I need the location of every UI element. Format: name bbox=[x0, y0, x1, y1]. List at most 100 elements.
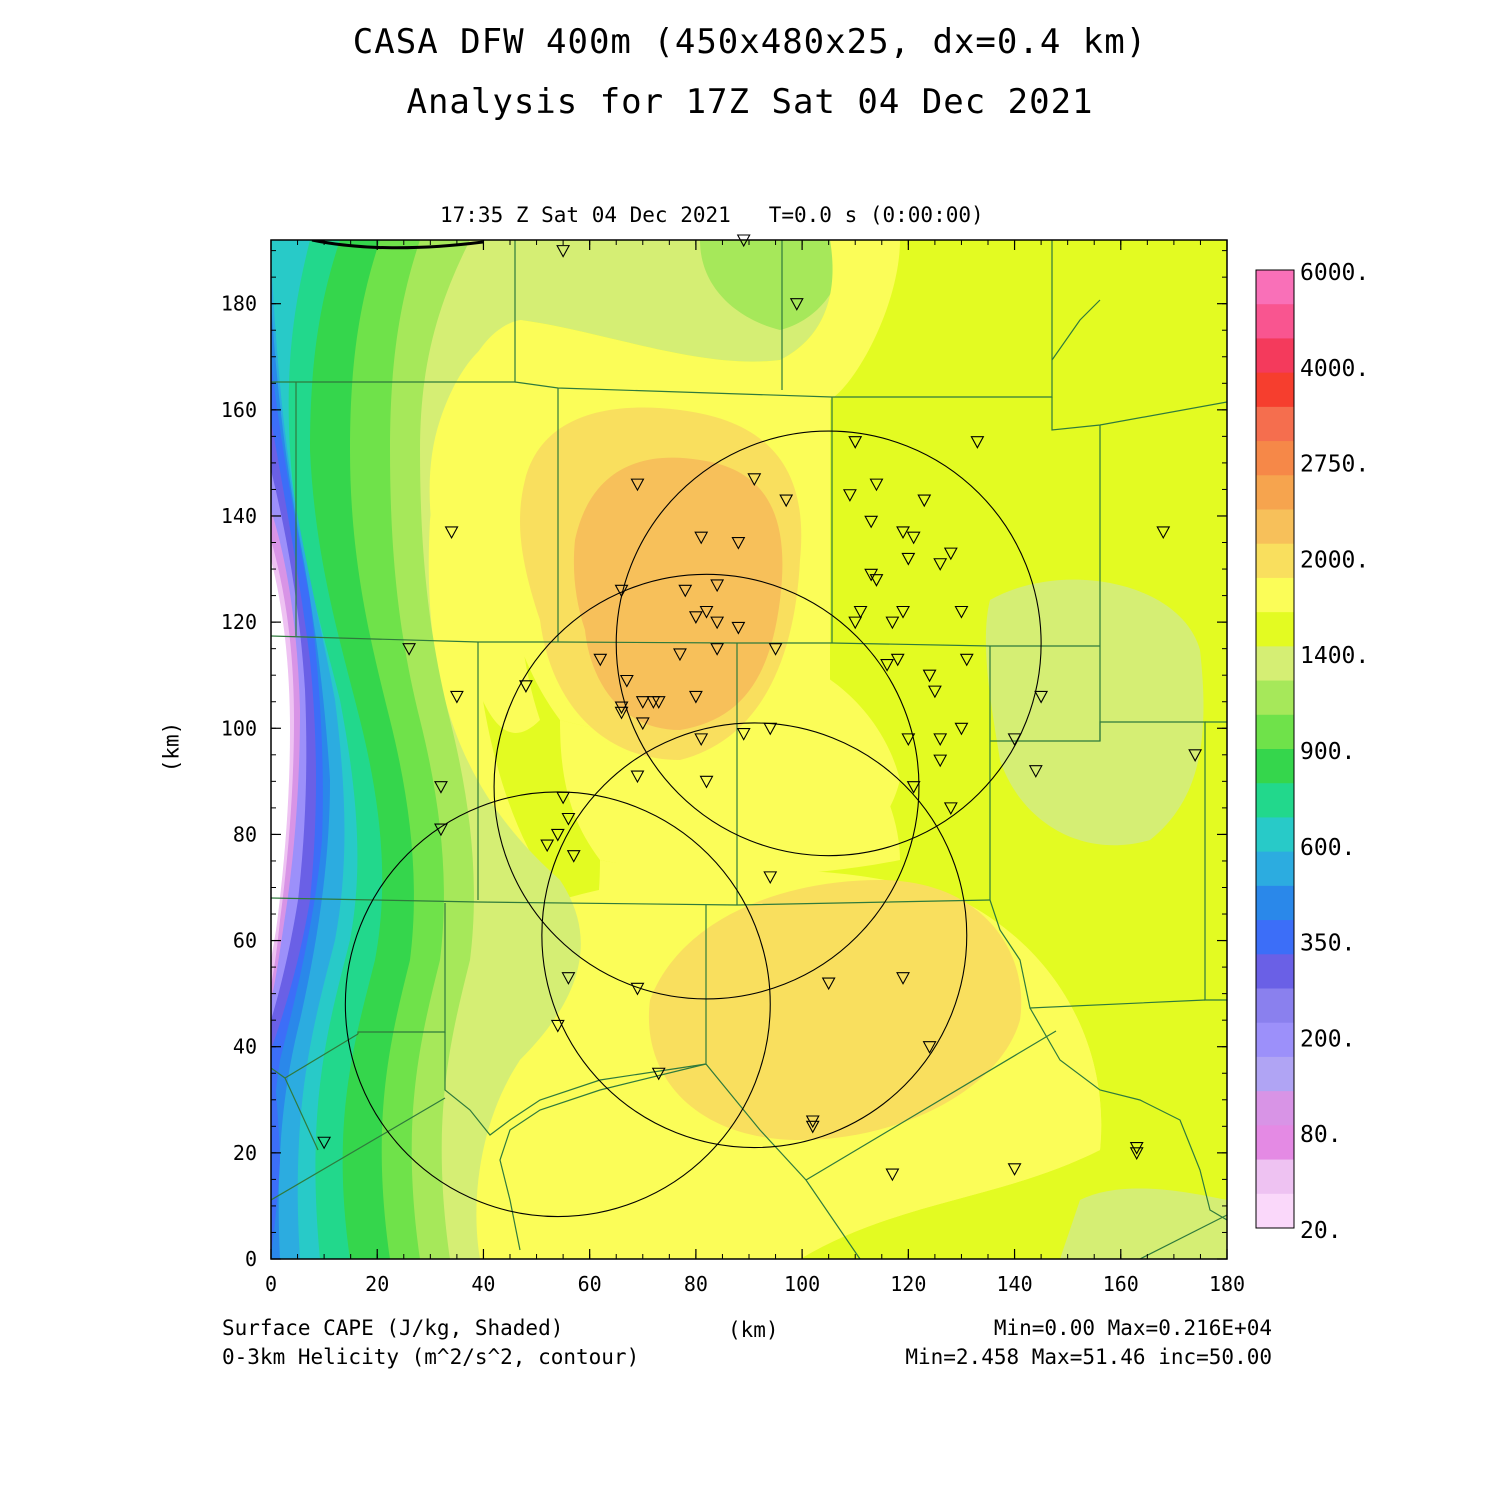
station-marker bbox=[1028, 765, 1043, 778]
radar-range-ring bbox=[541, 722, 968, 1149]
station-marker bbox=[954, 722, 969, 736]
x-tick-label: 160 bbox=[1103, 1272, 1139, 1296]
legend-field2: 0-3km Helicity (m^2/s^2, contour) bbox=[222, 1345, 640, 1369]
station-marker bbox=[954, 605, 969, 619]
colorbar-label: 200. bbox=[1300, 1026, 1355, 1052]
station-marker bbox=[556, 791, 571, 805]
colorbar-swatch bbox=[1256, 920, 1294, 955]
station-marker bbox=[1188, 749, 1203, 762]
station-marker bbox=[630, 982, 645, 996]
station-marker bbox=[614, 584, 629, 598]
station-marker bbox=[736, 728, 751, 741]
colorbar-swatch bbox=[1256, 441, 1294, 476]
colorbar-swatch bbox=[1256, 270, 1294, 305]
x-tick-label: 120 bbox=[890, 1272, 926, 1296]
colorbar-swatch bbox=[1256, 475, 1294, 510]
station-marker bbox=[864, 515, 879, 529]
station-marker bbox=[848, 436, 863, 449]
station-marker bbox=[635, 717, 650, 731]
station-marker bbox=[619, 674, 634, 688]
station-marker bbox=[896, 972, 910, 985]
station-marker bbox=[922, 669, 937, 683]
station-marker bbox=[614, 706, 629, 720]
station-marker bbox=[901, 552, 916, 566]
station-marker bbox=[943, 802, 958, 816]
station-marker bbox=[449, 690, 464, 704]
colorbar-swatch bbox=[1256, 1056, 1294, 1092]
station-marker bbox=[848, 616, 863, 630]
colorbar-label: 80. bbox=[1300, 1122, 1342, 1148]
colorbar-label: 900. bbox=[1300, 739, 1355, 765]
station-marker bbox=[906, 531, 921, 545]
x-tick-label: 40 bbox=[471, 1272, 495, 1296]
station-marker bbox=[1129, 1147, 1144, 1161]
station-marker bbox=[710, 616, 725, 630]
station-marker bbox=[880, 659, 895, 672]
station-marker bbox=[550, 1019, 565, 1033]
colorbar-label: 6000. bbox=[1300, 260, 1369, 286]
y-tick-label: 120 bbox=[221, 610, 257, 634]
station-marker bbox=[885, 1168, 900, 1182]
x-tick-label: 20 bbox=[365, 1272, 389, 1296]
colorbar-swatch bbox=[1256, 1193, 1294, 1229]
station-marker bbox=[519, 680, 533, 693]
station-marker bbox=[710, 643, 725, 656]
station-marker bbox=[710, 579, 725, 593]
radar-range-ring bbox=[493, 573, 920, 1000]
colorbar-swatch bbox=[1256, 885, 1294, 921]
station-marker bbox=[970, 436, 985, 449]
colorbar-swatch bbox=[1256, 783, 1294, 818]
station-marker bbox=[699, 605, 714, 619]
legend-stats2: Min=2.458 Max=51.46 inc=50.00 bbox=[905, 1345, 1272, 1369]
station-marker bbox=[694, 733, 709, 747]
x-tick-label: 180 bbox=[1209, 1272, 1245, 1296]
station-marker bbox=[1007, 1163, 1022, 1176]
station-marker bbox=[779, 494, 794, 508]
station-marker bbox=[917, 494, 932, 508]
station-marker bbox=[434, 781, 448, 794]
colorbar-label: 20. bbox=[1300, 1218, 1342, 1244]
station-marker bbox=[933, 733, 948, 747]
colorbar-swatch bbox=[1256, 851, 1294, 887]
station-marker bbox=[688, 690, 703, 704]
station-marker bbox=[699, 775, 714, 789]
x-axis-label: (km) bbox=[728, 1318, 779, 1342]
y-tick-label: 140 bbox=[221, 504, 257, 528]
colorbar-swatch bbox=[1256, 577, 1294, 613]
legend-stats1: Min=0.00 Max=0.216E+04 bbox=[993, 1316, 1272, 1340]
colorbar-label: 600. bbox=[1300, 835, 1355, 861]
x-tick-label: 140 bbox=[996, 1272, 1032, 1296]
colorbar-frame bbox=[1255, 269, 1295, 1229]
station-marker bbox=[731, 536, 746, 550]
colorbar-swatch bbox=[1256, 954, 1294, 989]
station-marker bbox=[444, 526, 459, 540]
station-marker bbox=[959, 653, 974, 667]
y-tick-label: 40 bbox=[233, 1035, 257, 1059]
y-tick-label: 60 bbox=[233, 929, 257, 953]
y-tick-label: 80 bbox=[233, 822, 257, 846]
station-marker bbox=[933, 754, 948, 768]
y-axis-label: (km) bbox=[159, 721, 184, 773]
x-tick-label: 0 bbox=[265, 1272, 277, 1296]
station-marker bbox=[869, 478, 884, 492]
colorbar-label: 2750. bbox=[1300, 452, 1369, 478]
station-marker bbox=[731, 621, 746, 635]
station-marker bbox=[763, 722, 778, 736]
station-marker bbox=[933, 558, 948, 571]
colorbar-label: 2000. bbox=[1300, 547, 1369, 573]
colorbar-swatch bbox=[1256, 304, 1294, 339]
plot-title-line1: CASA DFW 400m (450x480x25, dx=0.4 km) bbox=[352, 22, 1148, 62]
station-marker bbox=[550, 828, 565, 842]
station-marker bbox=[805, 1120, 820, 1134]
legend-field1: Surface CAPE (J/kg, Shaded) bbox=[222, 1316, 564, 1340]
station-marker bbox=[763, 871, 778, 885]
station-marker bbox=[566, 850, 581, 863]
colorbar-swatch bbox=[1256, 988, 1294, 1024]
station-marker bbox=[651, 1067, 666, 1081]
station-marker bbox=[402, 643, 417, 656]
cape-shading bbox=[271, 240, 1227, 1259]
station-marker bbox=[896, 605, 910, 619]
station-marker bbox=[1007, 733, 1022, 747]
station-marker bbox=[694, 531, 709, 545]
station-marker bbox=[736, 234, 751, 248]
